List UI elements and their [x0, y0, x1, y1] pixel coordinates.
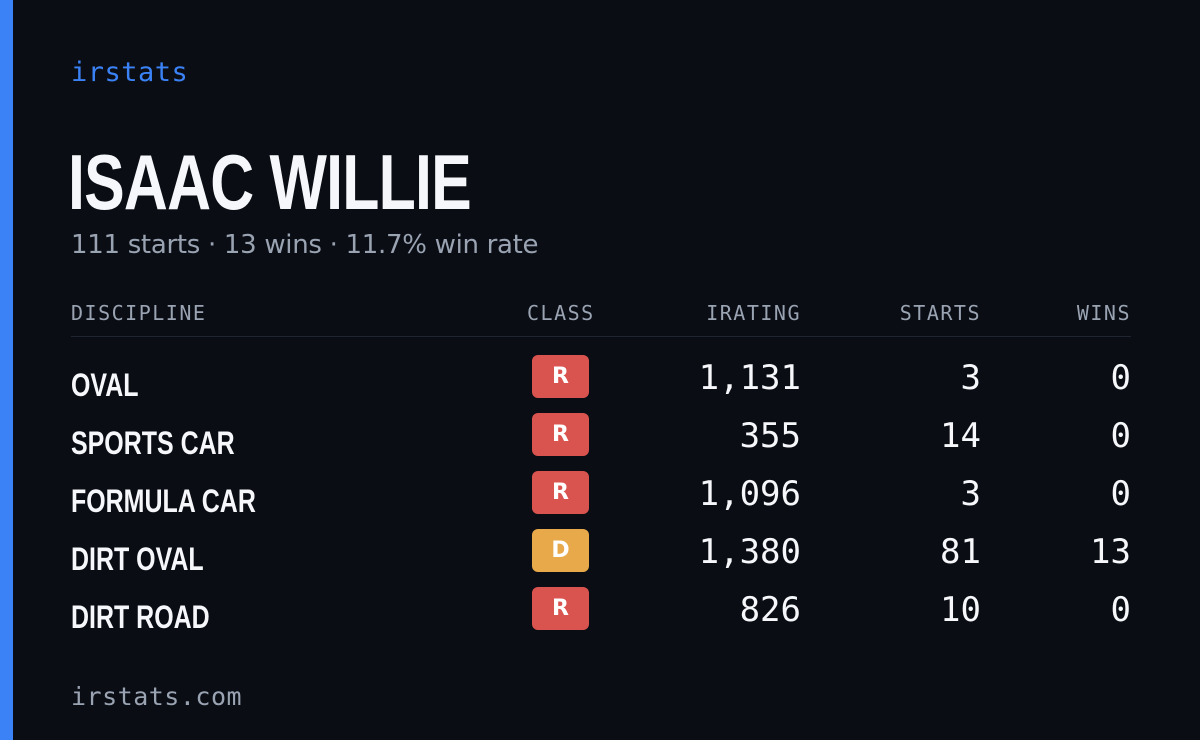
- starts-value: 3: [960, 474, 981, 514]
- brand-logo-text: irstats: [71, 57, 189, 88]
- starts-value: 10: [940, 590, 981, 630]
- table-row: SPORTS CAR R 355 14 0: [71, 413, 1131, 471]
- header-starts: STARTS: [899, 301, 981, 325]
- discipline-name: DIRT OVAL: [71, 541, 204, 577]
- class-badge: R: [532, 471, 589, 514]
- table-row: FORMULA CAR R 1,096 3 0: [71, 471, 1131, 529]
- header-irating: IRATING: [706, 301, 801, 325]
- driver-summary: 111 starts · 13 wins · 11.7% win rate: [71, 230, 539, 260]
- irating-value: 1,096: [698, 474, 801, 514]
- table-row: OVAL R 1,131 3 0: [71, 355, 1131, 413]
- irating-value: 826: [739, 590, 801, 630]
- wins-value: 0: [1110, 590, 1131, 630]
- accent-bar: [0, 0, 13, 740]
- discipline-name: DIRT ROAD: [71, 599, 210, 635]
- table-row: DIRT ROAD R 826 10 0: [71, 587, 1131, 645]
- class-badge: R: [532, 587, 589, 630]
- irating-value: 1,380: [698, 532, 801, 572]
- table-body: OVAL R 1,131 3 0 SPORTS CAR R 355 14 0 F…: [71, 355, 1131, 645]
- irating-value: 355: [739, 416, 801, 456]
- starts-value: 14: [940, 416, 981, 456]
- discipline-table: DISCIPLINE CLASS IRATING STARTS WINS OVA…: [71, 296, 1131, 645]
- irating-value: 1,131: [698, 358, 801, 398]
- table-row: DIRT OVAL D 1,380 81 13: [71, 529, 1131, 587]
- driver-name: ISAAC WILLIE: [68, 138, 472, 226]
- wins-value: 0: [1110, 416, 1131, 456]
- header-wins: WINS: [1076, 301, 1131, 325]
- discipline-name: FORMULA CAR: [71, 483, 256, 519]
- class-badge: R: [532, 413, 589, 456]
- discipline-name: SPORTS CAR: [71, 425, 235, 461]
- class-badge: D: [532, 529, 589, 572]
- starts-value: 3: [960, 358, 981, 398]
- header-discipline: DISCIPLINE: [71, 301, 207, 325]
- class-badge: R: [532, 355, 589, 398]
- header-class: CLASS: [527, 301, 595, 325]
- table-header: DISCIPLINE CLASS IRATING STARTS WINS: [71, 296, 1131, 337]
- discipline-name: OVAL: [71, 367, 139, 403]
- wins-value: 0: [1110, 474, 1131, 514]
- wins-value: 13: [1090, 532, 1131, 572]
- starts-value: 81: [940, 532, 981, 572]
- footer-url[interactable]: irstats.com: [71, 682, 243, 711]
- wins-value: 0: [1110, 358, 1131, 398]
